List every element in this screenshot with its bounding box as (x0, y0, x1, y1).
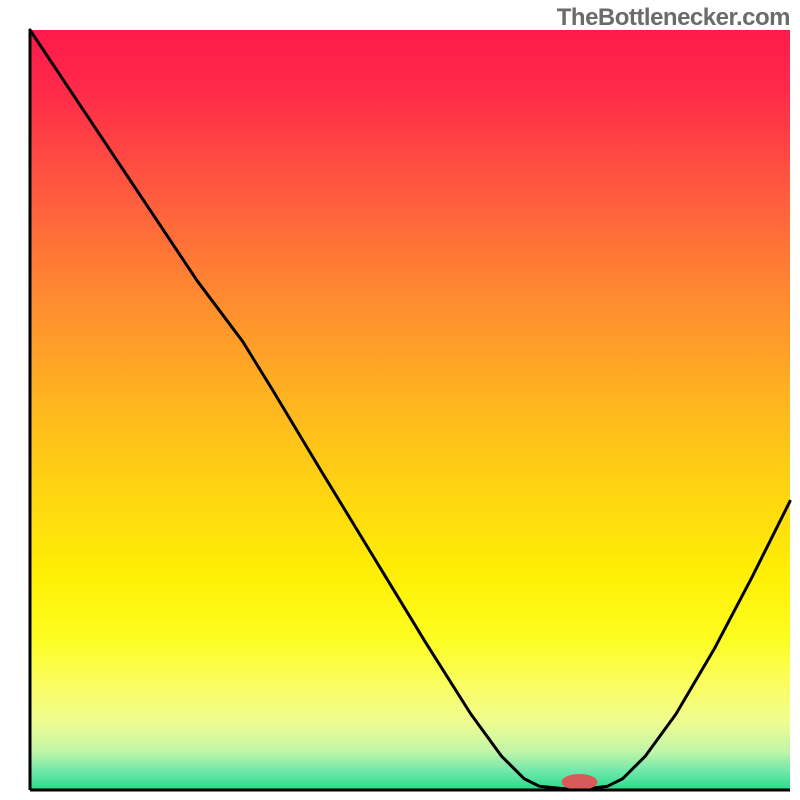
bottleneck-chart (0, 0, 800, 800)
chart-background (30, 30, 790, 790)
chart-container: TheBottlenecker.com (0, 0, 800, 800)
watermark-label: TheBottlenecker.com (557, 4, 790, 32)
optimal-point-marker (561, 774, 597, 790)
